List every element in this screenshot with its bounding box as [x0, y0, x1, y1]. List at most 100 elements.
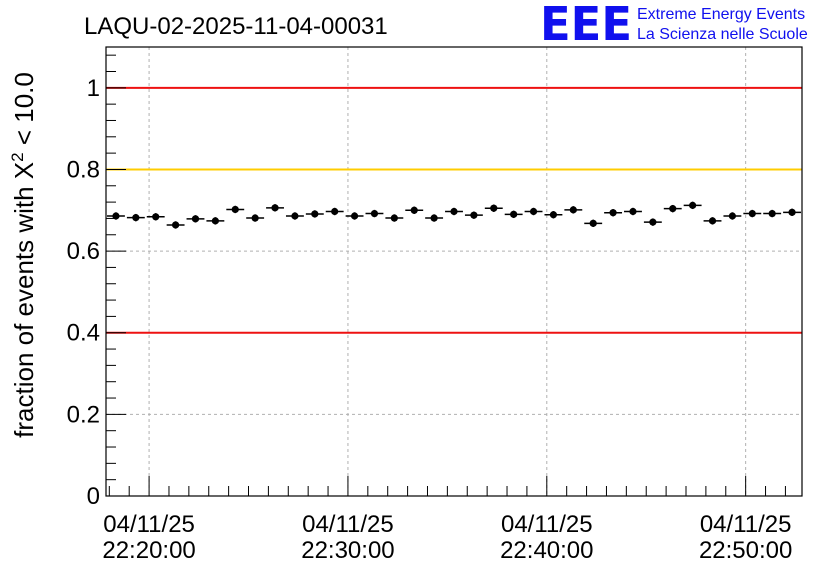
data-point-12 — [345, 212, 364, 220]
data-point-marker-16 — [430, 214, 438, 222]
data-point-marker-18 — [470, 211, 478, 219]
data-point-marker-13 — [370, 209, 379, 218]
data-point-marker-10 — [311, 210, 319, 218]
data-point-3 — [166, 221, 185, 229]
data-point-16 — [425, 214, 444, 222]
y-axis-title-prefix: fraction of events with — [9, 179, 39, 438]
data-point-14 — [385, 214, 404, 222]
x-tick-date-0: 04/11/25 — [103, 511, 195, 538]
data-point-9 — [285, 212, 304, 220]
data-point-22 — [544, 211, 563, 219]
data-point-34 — [783, 208, 801, 216]
data-point-4 — [186, 215, 205, 223]
data-point-20 — [504, 210, 523, 219]
data-point-30 — [703, 217, 722, 225]
data-point-marker-0 — [112, 212, 120, 220]
y-tick-label-2: 0.4 — [67, 320, 100, 347]
y-tick-labels: 0 0.2 0.4 0.6 0.8 1 — [67, 75, 100, 510]
data-point-marker-11 — [331, 207, 339, 216]
data-point-marker-17 — [450, 207, 458, 216]
data-point-19 — [484, 204, 503, 212]
data-point-marker-6 — [231, 205, 239, 214]
y-axis-title: fraction of events with X2 < 10.0 — [8, 72, 39, 438]
y-axis-title-superscript: 2 — [8, 152, 27, 161]
axes — [105, 46, 803, 497]
data-point-8 — [266, 204, 284, 212]
data-point-marker-5 — [211, 217, 219, 225]
x-tick-date-2: 04/11/25 — [501, 511, 593, 538]
data-point-marker-32 — [748, 209, 756, 218]
x-tick-date-3: 04/11/25 — [700, 511, 792, 538]
data-point-marker-20 — [510, 210, 518, 218]
data-point-13 — [365, 209, 384, 218]
data-point-marker-22 — [549, 211, 558, 219]
data-point-24 — [584, 219, 603, 228]
data-point-marker-8 — [271, 204, 279, 212]
data-point-marker-12 — [350, 212, 359, 220]
eee-logo-line1: Extreme Energy Events — [637, 6, 805, 23]
y-tick-label-0: 0 — [87, 483, 100, 510]
data-point-marker-31 — [728, 212, 737, 220]
x-tick-time-0: 22:20:00 — [102, 537, 195, 564]
y-tick-label-1: 0.2 — [67, 401, 100, 428]
x-tick-date-1: 04/11/25 — [302, 511, 394, 538]
y-tick-label-4: 0.8 — [67, 156, 100, 183]
data-point-32 — [743, 209, 762, 218]
y-tick-label-5: 1 — [87, 75, 100, 102]
grid — [106, 47, 802, 496]
data-point-marker-23 — [569, 206, 577, 214]
data-point-6 — [226, 205, 245, 214]
eee-logo: EEE Extreme Energy Events La Scienza nel… — [540, 0, 808, 51]
x-tick-time-1: 22:30:00 — [301, 537, 394, 564]
data-point-marker-28 — [669, 205, 677, 213]
data-point-marker-21 — [529, 207, 538, 216]
data-point-27 — [643, 218, 662, 226]
data-point-marker-29 — [689, 201, 697, 209]
data-point-23 — [564, 206, 583, 214]
data-point-33 — [763, 209, 782, 218]
data-point-marker-9 — [291, 212, 299, 220]
data-point-18 — [464, 211, 483, 219]
data-point-10 — [305, 210, 324, 218]
data-point-15 — [405, 206, 424, 214]
data-point-marker-4 — [191, 215, 200, 223]
reference-lines — [106, 86, 802, 334]
data-point-26 — [624, 207, 642, 216]
chart-title: LAQU-02-2025-11-04-00031 — [84, 13, 388, 40]
data-point-marker-15 — [410, 206, 418, 214]
data-point-marker-25 — [609, 209, 617, 217]
data-point-marker-3 — [172, 221, 180, 229]
data-point-31 — [723, 212, 742, 220]
data-point-1 — [126, 213, 145, 222]
data-point-29 — [683, 201, 702, 210]
plot-frame — [105, 46, 803, 497]
data-point-marker-27 — [649, 218, 657, 226]
data-point-marker-24 — [589, 219, 597, 227]
data-point-marker-7 — [251, 214, 259, 222]
data-point-marker-2 — [152, 213, 160, 221]
data-point-5 — [206, 217, 225, 225]
data-point-marker-19 — [490, 204, 498, 212]
eee-logo-line2: La Scienza nelle Scuole — [637, 26, 808, 43]
x-tick-labels: 04/11/2522:20:0004/11/2522:30:0004/11/25… — [102, 511, 792, 564]
data-points — [107, 201, 801, 229]
x-tick-time-2: 22:40:00 — [500, 537, 593, 564]
data-point-marker-34 — [788, 208, 796, 216]
data-point-11 — [325, 207, 344, 216]
data-point-marker-1 — [132, 214, 140, 222]
data-point-28 — [663, 204, 682, 213]
data-point-marker-33 — [768, 209, 776, 218]
data-point-7 — [246, 214, 265, 222]
y-axis-title-symbol: X — [9, 162, 39, 179]
y-tick-label-3: 0.6 — [67, 238, 100, 265]
data-point-marker-14 — [390, 214, 398, 222]
x-tick-time-3: 22:50:00 — [699, 537, 792, 564]
data-point-marker-26 — [629, 207, 637, 216]
data-point-2 — [146, 213, 165, 221]
data-point-21 — [524, 207, 543, 216]
data-point-marker-30 — [708, 217, 717, 225]
data-point-25 — [604, 209, 623, 217]
eee-logo-mark: EEE — [540, 0, 632, 51]
data-point-17 — [445, 207, 463, 216]
